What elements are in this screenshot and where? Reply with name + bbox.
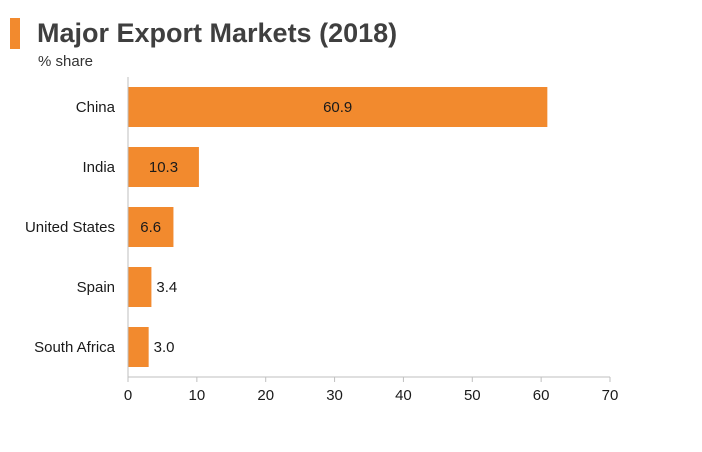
value-label: 6.6 <box>140 219 161 236</box>
x-tick-label: 0 <box>124 387 132 404</box>
x-tick-label: 50 <box>464 387 481 404</box>
category-label: United States <box>25 219 115 236</box>
title-accent-bar <box>10 18 20 49</box>
bar-south-africa <box>128 327 149 367</box>
x-tick-label: 70 <box>602 387 619 404</box>
category-label: India <box>82 159 115 176</box>
x-tick-label: 10 <box>189 387 206 404</box>
value-label: 3.4 <box>156 279 177 296</box>
chart-subtitle: % share <box>38 53 94 70</box>
value-label: 3.0 <box>154 339 175 356</box>
bar-spain <box>128 267 152 307</box>
value-label: 60.9 <box>323 99 352 116</box>
x-tick-label: 60 <box>533 387 550 404</box>
category-label: Spain <box>77 279 115 296</box>
bar-united-states <box>128 207 174 247</box>
chart-title: Major Export Markets (2018) <box>37 18 398 48</box>
x-tick-label: 30 <box>326 387 343 404</box>
category-label: China <box>76 99 116 116</box>
bar-india <box>128 147 199 187</box>
category-label: South Africa <box>34 339 116 356</box>
x-tick-label: 40 <box>395 387 412 404</box>
x-tick-label: 20 <box>257 387 274 404</box>
value-label: 10.3 <box>149 159 178 176</box>
bar-china <box>128 87 548 127</box>
